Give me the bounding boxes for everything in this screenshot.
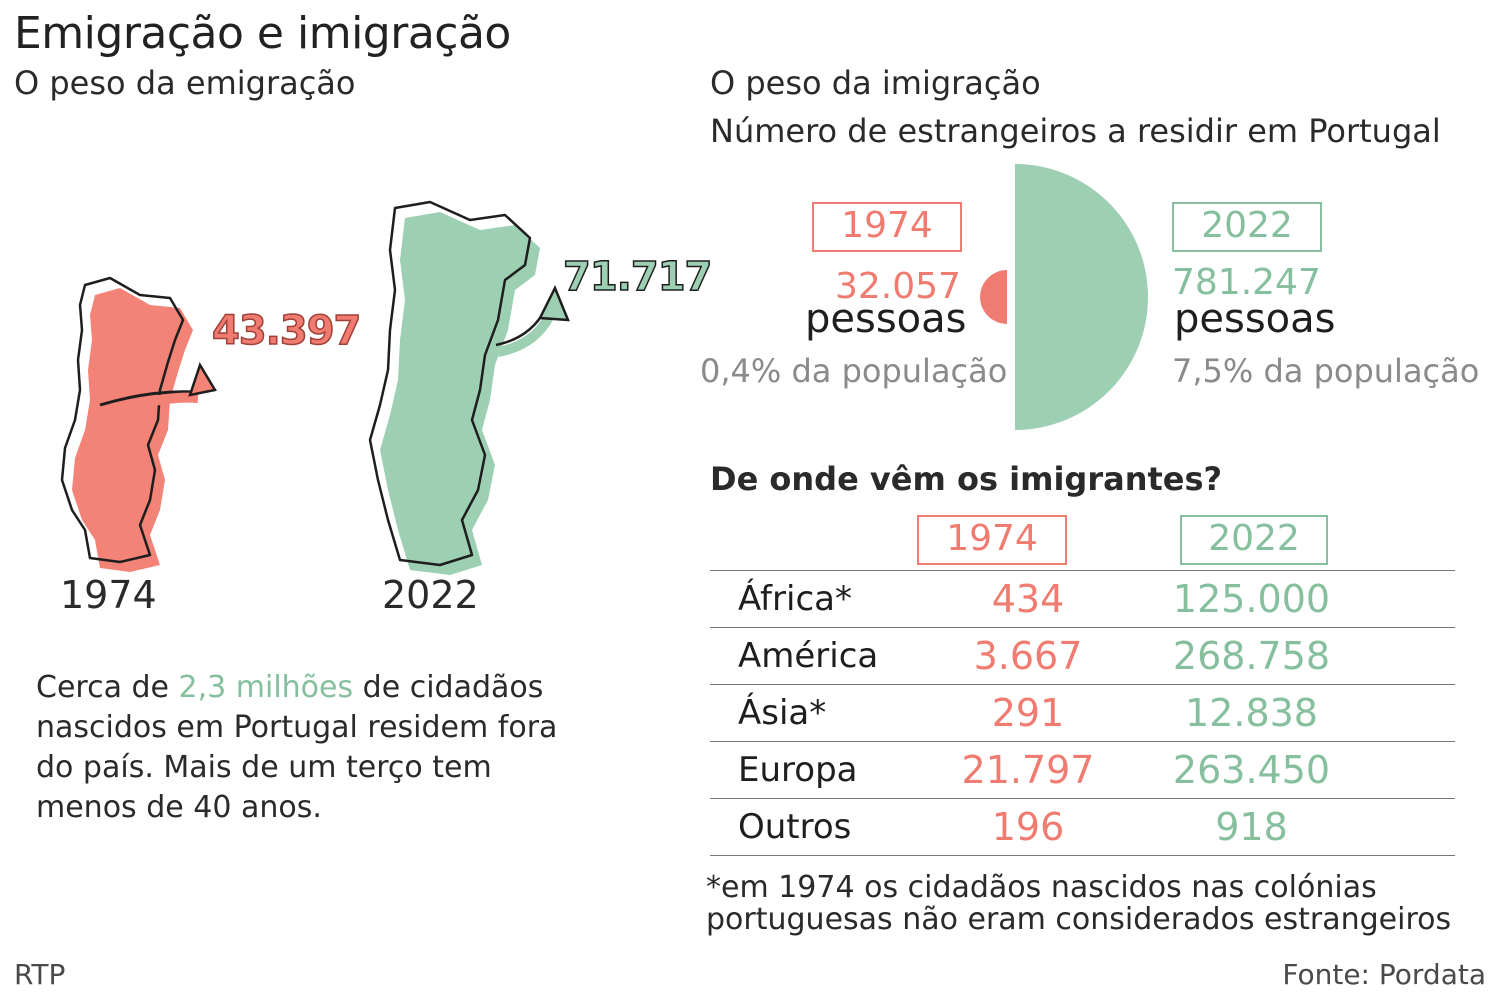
- immigration-year-2022: 2022: [1172, 202, 1322, 252]
- value-2022: 12.838: [1128, 684, 1455, 742]
- half-circle-2022: [1015, 164, 1148, 430]
- footer-brand: RTP: [14, 958, 66, 991]
- value-1974: 196: [928, 798, 1128, 856]
- footnote: *em 1974 os cidadãos nascidos nas colóni…: [706, 870, 1452, 937]
- value-2022: 125.000: [1128, 570, 1455, 628]
- value-1974: 3.667: [928, 627, 1128, 685]
- immigrants-2022-share: 7,5% da população: [1172, 352, 1480, 390]
- portugal-map-1974: [60, 276, 217, 572]
- region-label: África*: [710, 570, 928, 628]
- origins-col-2022: 2022: [1180, 515, 1328, 565]
- immigration-year-1974: 1974: [812, 202, 962, 252]
- emigration-maps: [60, 200, 570, 575]
- portugal-map-2022: [368, 200, 570, 575]
- emigration-heading: O peso da emigração: [14, 64, 356, 102]
- emigrants-2022-value: 71.717: [562, 253, 713, 301]
- half-circle-1974: [980, 270, 1007, 324]
- value-1974: 434: [928, 570, 1128, 628]
- footer-source: Fonte: Pordata: [1282, 958, 1486, 991]
- map-year-1974: 1974: [60, 573, 157, 617]
- value-2022: 918: [1128, 798, 1455, 856]
- value-1974: 21.797: [928, 741, 1128, 799]
- emigrants-1974-value: 43.397: [211, 307, 362, 355]
- table-row: Europa 21.797 263.450: [710, 741, 1455, 799]
- region-label: Outros: [710, 798, 928, 856]
- immigration-subheading: Número de estrangeiros a residir em Port…: [710, 112, 1441, 150]
- value-2022: 263.450: [1128, 741, 1455, 799]
- region-label: Ásia*: [710, 684, 928, 742]
- table-row: Outros 196 918: [710, 798, 1455, 856]
- value-2022: 268.758: [1128, 627, 1455, 685]
- emigration-highlight: 2,3 milhões: [178, 670, 354, 705]
- immigrants-1974-unit: pessoas: [805, 296, 967, 342]
- value-1974: 291: [928, 684, 1128, 742]
- region-label: América: [710, 627, 928, 685]
- origins-col-1974: 1974: [917, 515, 1067, 565]
- table-row: Ásia* 291 12.838: [710, 684, 1455, 742]
- immigration-half-circles: [980, 164, 1148, 430]
- map-year-2022: 2022: [382, 573, 479, 617]
- immigrants-1974-value: 32.057: [835, 266, 961, 307]
- page-title: Emigração e imigração: [14, 8, 511, 59]
- immigrants-2022-value: 781.247: [1172, 262, 1321, 303]
- emigration-paragraph: Cerca de 2,3 milhões de cidadãos nascido…: [36, 670, 558, 825]
- immigrants-2022-unit: pessoas: [1174, 296, 1336, 342]
- table-row: África* 434 125.000: [710, 570, 1455, 628]
- origins-table: África* 434 125.000 América 3.667 268.75…: [710, 570, 1455, 856]
- immigrants-1974-share: 0,4% da população: [700, 352, 1008, 390]
- immigration-heading: O peso da imigração: [710, 64, 1041, 102]
- region-label: Europa: [710, 741, 928, 799]
- arrow-2022: [496, 312, 555, 357]
- table-row: América 3.667 268.758: [710, 627, 1455, 685]
- origins-heading: De onde vêm os imigrantes?: [710, 460, 1223, 498]
